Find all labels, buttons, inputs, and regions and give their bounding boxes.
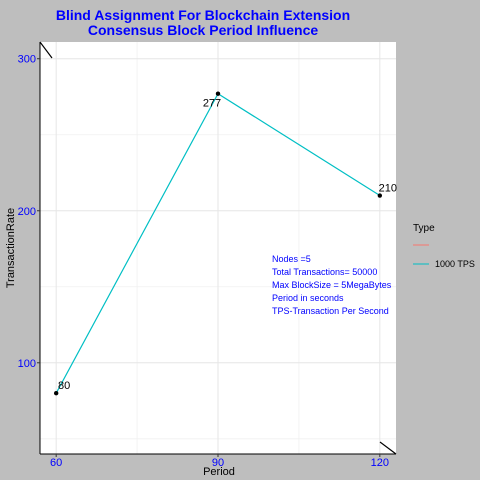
data-label-0-1: 277 bbox=[203, 98, 221, 110]
data-label-0-0: 80 bbox=[58, 380, 70, 392]
y-axis-label: TransactionRate bbox=[5, 208, 17, 288]
x-axis-arrow-head bbox=[379, 441, 397, 455]
data-label-0-2: 210 bbox=[379, 183, 397, 195]
legend: Type 1000 TPS bbox=[413, 223, 475, 269]
y-ticks: 100 200 300 bbox=[18, 54, 40, 370]
y-tick-label-2: 300 bbox=[18, 54, 36, 66]
annotation-line-4: Period in seconds bbox=[272, 293, 344, 303]
annotation-line-5: TPS-Transaction Per Second bbox=[272, 306, 389, 316]
y-tick-label-0: 100 bbox=[18, 358, 36, 370]
series-group: 80 277 210 bbox=[53, 91, 397, 396]
annotation-block: Nodes =5 Total Transactions= 50000 Max B… bbox=[272, 254, 392, 316]
legend-title: Type bbox=[413, 223, 435, 234]
data-point-0-2 bbox=[377, 193, 383, 198]
annotation-line-1: Nodes =5 bbox=[272, 254, 311, 264]
y-axis-arrow-head bbox=[39, 41, 53, 59]
legend-label-1: 1000 TPS bbox=[435, 259, 475, 269]
chart-title-line-1: Blind Assignment For Blockchain Extensio… bbox=[56, 7, 350, 23]
x-tick-label-1: 90 bbox=[212, 457, 224, 469]
x-tick-label-2: 120 bbox=[371, 457, 389, 469]
data-point-0-1 bbox=[215, 91, 221, 96]
x-tick-label-0: 60 bbox=[50, 457, 62, 469]
chart-title-line-2: Consensus Block Period Influence bbox=[88, 22, 318, 38]
y-tick-label-1: 200 bbox=[18, 206, 36, 218]
grid bbox=[40, 42, 396, 454]
annotation-line-2: Total Transactions= 50000 bbox=[272, 267, 377, 277]
data-point-0-0 bbox=[53, 390, 59, 396]
x-axis-label: Period bbox=[203, 466, 235, 478]
annotation-line-3: Max BlockSize = 5MegaBytes bbox=[272, 280, 392, 290]
x-ticks: 60 90 120 bbox=[50, 454, 389, 469]
